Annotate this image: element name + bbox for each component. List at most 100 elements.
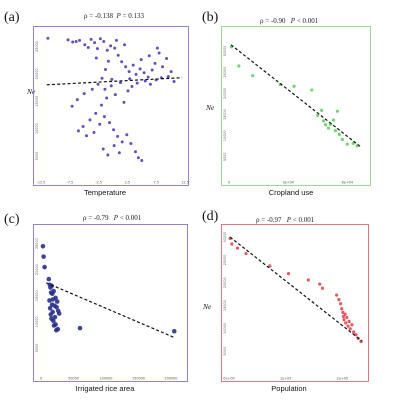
data-point: [348, 327, 352, 331]
fit-line: [229, 236, 363, 342]
data-point: [166, 75, 170, 79]
data-point: [94, 111, 98, 115]
data-point: [93, 41, 97, 45]
x-tick-label: 100000: [100, 377, 113, 381]
panel-b-label: (b): [202, 10, 219, 25]
data-point: [310, 88, 314, 92]
data-point: [122, 100, 126, 104]
data-point: [148, 82, 152, 86]
data-point: [133, 150, 137, 154]
data-point: [333, 129, 338, 133]
data-point: [74, 40, 78, 44]
panel-c-label: (c): [4, 212, 20, 227]
y-tick-label: 5000: [35, 152, 39, 161]
chart-a: -12.5 -7.5 -2.5 2.5 7.5 12.5 5000 10000 15000 200…: [33, 26, 189, 186]
panel-d-p-value: < 0.001: [292, 216, 315, 224]
data-point: [316, 113, 320, 118]
data-point: [102, 40, 106, 44]
fit-line: [46, 77, 183, 86]
data-point: [108, 121, 112, 125]
data-point: [339, 302, 343, 306]
y-tick-label: 10000: [223, 130, 227, 141]
data-point: [51, 288, 56, 294]
data-point: [105, 96, 109, 100]
data-point: [146, 75, 150, 79]
x-tick-label: 3e+04: [282, 181, 293, 185]
data-point: [153, 61, 157, 65]
plot-frame: [221, 224, 369, 382]
data-point: [53, 322, 58, 327]
y-tick-label: 5000: [223, 153, 227, 162]
data-point: [324, 123, 328, 127]
data-point: [86, 46, 90, 50]
data-point: [94, 56, 98, 60]
data-point: [82, 92, 86, 96]
y-tick-label: 5000: [35, 344, 39, 353]
data-point: [125, 133, 129, 137]
panel-c-p-value: < 0.001: [119, 214, 142, 222]
panel-c-rho: ρ = -0.79: [83, 214, 109, 222]
y-tick-label: 30000: [223, 46, 227, 57]
data-point: [318, 282, 322, 286]
data-point: [88, 118, 92, 122]
chart-b: 0 3e+04 6e+04 5000 10000 15000 20000 25000 30000: [221, 26, 371, 186]
data-point: [104, 67, 108, 71]
plot-frame: [221, 26, 371, 186]
panel-b-ylabel: Ne: [206, 103, 215, 112]
data-point: [131, 63, 135, 67]
y-tick-label: 10000: [35, 123, 39, 134]
data-point: [251, 74, 255, 78]
data-point: [157, 51, 161, 55]
data-point: [76, 129, 80, 133]
y-tick-label: 15000: [35, 96, 39, 107]
data-point: [147, 54, 151, 58]
data-point: [54, 304, 59, 310]
data-point: [41, 254, 46, 259]
data-point: [42, 264, 47, 270]
data-point: [345, 142, 349, 146]
panel-a-xlabel: Temperature: [83, 188, 127, 197]
data-point: [47, 298, 52, 303]
data-point: [135, 81, 139, 85]
data-point: [114, 38, 118, 42]
data-point: [347, 319, 351, 324]
panel-b-stat: ρ = -0.90 P < 0.001: [260, 17, 318, 25]
data-point: [66, 38, 70, 42]
data-point: [71, 40, 75, 44]
data-point: [56, 311, 62, 316]
data-point: [113, 46, 117, 50]
panel-d-stat: ρ = -0.97 P < 0.001: [256, 216, 314, 224]
data-point: [124, 65, 128, 69]
data-point: [83, 43, 87, 47]
y-tick-label: 15000: [223, 300, 227, 311]
data-point: [77, 325, 83, 331]
data-point: [89, 37, 93, 41]
data-point: [116, 53, 120, 57]
data-point: [47, 306, 53, 311]
data-point: [130, 84, 134, 88]
y-tick-label: 25000: [223, 67, 227, 78]
data-point: [118, 81, 122, 85]
x-tick-label: 7.5: [153, 181, 158, 185]
data-point: [341, 310, 345, 315]
panel-b-p-label: P: [290, 17, 296, 25]
data-point: [337, 298, 341, 302]
data-point: [90, 87, 94, 91]
data-point: [344, 321, 348, 325]
data-point: [110, 77, 114, 81]
data-point: [46, 276, 52, 282]
panel-d-xlabel: Population: [271, 384, 307, 393]
data-point: [102, 115, 106, 119]
x-tick-label: 150000: [132, 377, 145, 381]
panel-a-ylabel: Ne: [27, 87, 36, 96]
data-point: [116, 134, 120, 138]
data-point: [98, 37, 102, 41]
data-point: [354, 333, 358, 337]
panel-d-label: (d): [202, 209, 219, 224]
panel-a-rho: ρ = -0.138: [84, 12, 114, 20]
data-point: [230, 242, 234, 246]
data-point: [340, 307, 344, 311]
data-point: [140, 158, 144, 162]
data-point: [113, 93, 117, 97]
y-tick-label: 20000: [35, 264, 39, 275]
